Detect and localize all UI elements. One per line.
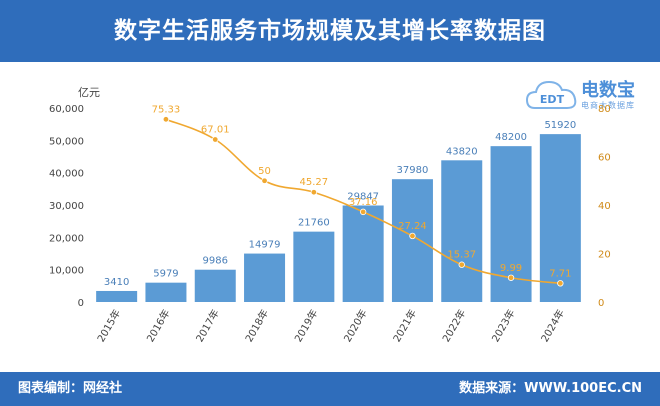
x-tick-label: 2022年 [439,307,468,344]
footer-source-compiler: 图表编制：网经社 [18,381,123,396]
growth-rate-label: 67.01 [201,125,230,136]
x-tick-label: 2021年 [390,307,419,344]
bar [539,134,581,302]
bar-value-label: 21760 [298,218,330,229]
growth-rate-point [212,136,219,143]
y-tick-label: 30,000 [49,201,84,212]
growth-rate-label: 9.99 [500,263,522,274]
title-bar: 数字生活服务市场规模及其增长率数据图 [0,0,660,62]
x-tick-label: 2018年 [242,307,271,344]
growth-rate-point [458,261,465,268]
y2-tick-label: 60 [598,153,611,164]
bar-value-label: 5979 [153,269,178,280]
y2-tick-label: 0 [598,298,604,309]
cloud-logo-icon: EDT [525,80,577,109]
x-tick-label: 2024年 [538,307,567,344]
growth-rate-label: 45.27 [300,177,329,188]
growth-rate-label: 27.24 [398,221,427,232]
growth-rate-label: 37.16 [349,197,378,208]
growth-rate-point [409,232,416,240]
growth-rate-label: 15.37 [447,250,476,261]
growth-rate-label: 7.71 [549,268,571,279]
y2-tick-label: 40 [598,201,611,212]
growth-rate-point [310,189,318,196]
bar-value-label: 3410 [104,277,129,288]
y-tick-label: 20,000 [49,233,84,244]
x-tick-label: 2019年 [291,307,320,344]
x-tick-label: 2023年 [489,307,518,344]
bar-value-label: 9986 [203,256,228,267]
growth-rate-point [557,280,564,287]
bar [244,253,286,302]
chart-title: 数字生活服务市场规模及其增长率数据图 [114,18,546,44]
growth-rate-point [507,274,515,281]
bar-value-label: 14979 [249,240,281,251]
logo: EDT 电数宝 电商大数据库 [523,72,648,118]
bar-value-label: 51920 [544,120,576,131]
footer-data-source: 数据来源：WWW.100EC.CN [459,381,642,396]
bar-value-label: 29847 [347,191,379,202]
bar [145,282,187,302]
growth-rate-point [359,208,367,216]
bar [441,160,483,302]
bar [293,231,335,302]
growth-rate-point [162,116,170,123]
bar-value-label: 48200 [495,132,527,143]
bar [194,269,236,302]
x-tick-label: 2017年 [193,307,222,344]
x-tick-label: 2016年 [144,307,173,344]
logo-mark: EDT [540,93,565,106]
logo-sub-text: 电商大数据库 [581,101,635,110]
y-tick-label: 0 [78,298,84,309]
logo-main-text: 电数宝 [581,80,635,101]
x-tick-label: 2015年 [94,307,123,344]
y-tick-label: 40,000 [49,169,84,180]
growth-rate-point [261,177,268,184]
bar-value-label: 37980 [397,165,429,176]
bar [342,205,384,302]
y-axis-label: 亿元 [78,86,100,99]
bar-value-label: 43820 [446,146,478,157]
y-tick-label: 10,000 [49,266,84,277]
x-tick-label: 2020年 [341,307,370,344]
y2-tick-label: 80 [598,104,611,115]
bar [391,179,433,302]
footer-bar: 图表编制：网经社 数据来源：WWW.100EC.CN [0,372,660,406]
y-tick-label: 50,000 [49,136,84,147]
growth-rate-label: 50 [258,166,271,177]
y-tick-label: 60,000 [49,104,84,115]
bar [96,290,138,302]
y2-tick-label: 20 [598,250,611,261]
growth-rate-label: 75.33 [152,104,181,115]
